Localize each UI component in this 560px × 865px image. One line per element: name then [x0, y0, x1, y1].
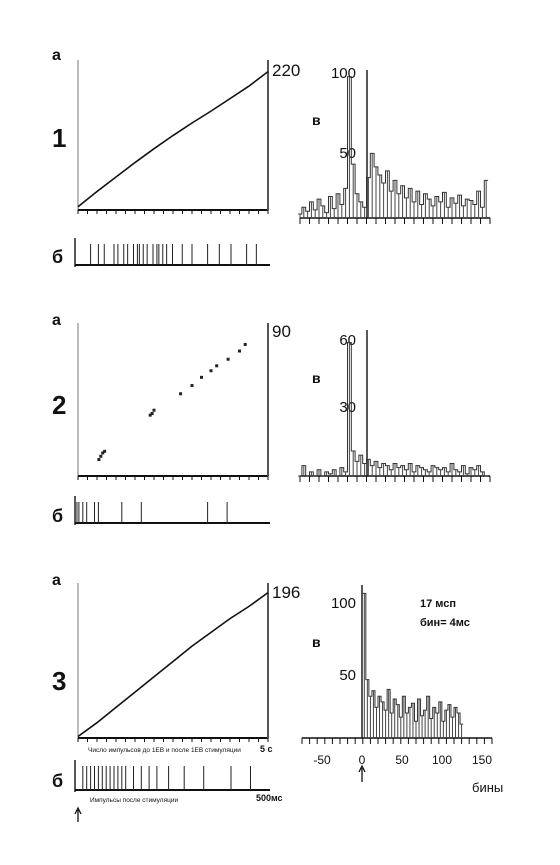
hist3-xtick-150: 150 [472, 753, 492, 767]
stimulus-arrow-right [358, 764, 366, 782]
row-label-1: 1 [52, 123, 66, 153]
hist1-outline [298, 76, 489, 215]
raster2-point [190, 384, 194, 388]
panel-v-label-2: в [312, 370, 321, 386]
raster2-point [209, 369, 213, 373]
raster2-point [226, 357, 230, 361]
hist3-xtick-50: 50 [395, 753, 409, 767]
raster2-point [243, 342, 247, 346]
panel-a-label-1: а [52, 47, 61, 64]
raster3-xtick-end: 5 с [260, 744, 273, 754]
row-label-3: 3 [52, 666, 66, 696]
raster3-cumulative-line [77, 591, 269, 738]
hist3-xtick--50: -50 [313, 753, 331, 767]
panel-a-label-2: а [52, 312, 61, 329]
max-label-1: 220 [272, 61, 300, 80]
annotation-line-1: 17 мсп [420, 598, 456, 610]
raster2-point [215, 364, 219, 368]
hist1-ytick-100: 100 [331, 65, 356, 82]
raster2-point [97, 458, 101, 462]
row-label-2: 2 [52, 390, 66, 420]
raster2-point [103, 449, 107, 453]
raster2-point [179, 392, 183, 396]
raster2-point [238, 349, 241, 353]
raster2-point [150, 412, 154, 416]
raster2-point [200, 375, 203, 379]
panel-a-label-3: а [52, 572, 61, 589]
panel-v-label-3: в [312, 634, 321, 650]
hist3-xtick-100: 100 [432, 753, 452, 767]
raster1-cumulative-line [77, 70, 269, 208]
events3-xtick-end: 500мс [256, 793, 283, 803]
hist2-outline [298, 342, 489, 477]
max-label-2: 90 [272, 322, 291, 341]
stimulus-arrow-left [74, 806, 82, 822]
raster2-point [101, 451, 105, 455]
panel-b-label-2: б [52, 506, 63, 526]
annotation-line-2: бин= 4мс [420, 617, 470, 629]
events3-caption: Импульсы после стимуляции [90, 797, 178, 804]
hist3-ytick-50: 50 [339, 667, 356, 684]
panel-v-label-1: в [312, 112, 321, 128]
hist2-ytick-60: 60 [339, 332, 356, 349]
raster2-point [99, 454, 103, 458]
hist3-xtick-0: 0 [359, 753, 366, 767]
raster2-point [152, 408, 156, 412]
hist3-xlabel: бины [472, 780, 503, 795]
raster2-point [148, 413, 152, 417]
plots [74, 60, 493, 792]
panel-b-label-3: б [52, 771, 63, 791]
hist3-ytick-100: 100 [331, 595, 356, 612]
max-label-3: 196 [272, 583, 300, 602]
panel-b-label-1: б [52, 247, 63, 267]
raster3-caption: Число импульсов до 1ЕВ и после 1ЕВ стиму… [88, 747, 241, 754]
